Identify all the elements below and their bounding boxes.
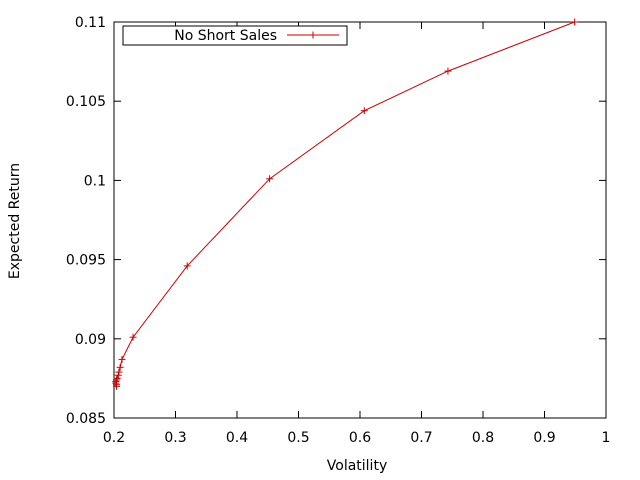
- legend-label: No Short Sales: [174, 28, 277, 44]
- legend-marker: [309, 31, 317, 39]
- x-tick-label: 0.2: [103, 430, 125, 446]
- data-point: [571, 18, 579, 26]
- data-point: [115, 368, 123, 376]
- legend-box: [122, 25, 348, 46]
- x-tick-label: 0.8: [472, 430, 494, 446]
- y-axis: 0.085 0.09 0.095 0.1 0.105 0.11: [66, 15, 606, 427]
- y-tick-label: 0.105: [66, 94, 106, 110]
- x-axis-label: Volatility: [327, 458, 387, 474]
- data-point: [444, 67, 452, 75]
- x-tick-label: 0.7: [410, 430, 432, 446]
- data-point: [113, 374, 121, 382]
- y-tick-label: 0.085: [66, 411, 106, 427]
- series-layer: [112, 18, 579, 390]
- y-tick-label: 0.09: [75, 332, 106, 348]
- y-tick-label: 0.1: [84, 173, 106, 189]
- y-tick-label: 0.095: [66, 253, 106, 269]
- x-tick-label: 0.9: [533, 430, 555, 446]
- x-tick-label: 0.3: [164, 430, 186, 446]
- x-tick-label: 1: [602, 430, 611, 446]
- data-point: [129, 333, 137, 341]
- x-tick-label: 0.6: [349, 430, 371, 446]
- legend: No Short Sales: [122, 25, 348, 46]
- series-line: [115, 21, 575, 387]
- data-point: [266, 175, 274, 183]
- data-point: [360, 107, 368, 115]
- data-point: [118, 355, 126, 363]
- data-point: [112, 376, 120, 384]
- x-tick-label: 0.5: [287, 430, 309, 446]
- data-point: [183, 262, 191, 270]
- data-point: [116, 363, 124, 371]
- x-tick-label: 0.4: [226, 430, 248, 446]
- legend-marker-plus: [309, 31, 317, 39]
- data-point: [114, 371, 122, 379]
- plot-area: [113, 21, 607, 419]
- y-tick-label: 0.11: [75, 15, 106, 31]
- y-axis-label: Expected Return: [7, 163, 23, 279]
- data-point: [112, 378, 120, 386]
- x-axis: 0.2 0.3 0.4 0.5 0.6 0.7 0.8 0.9 1: [103, 22, 611, 446]
